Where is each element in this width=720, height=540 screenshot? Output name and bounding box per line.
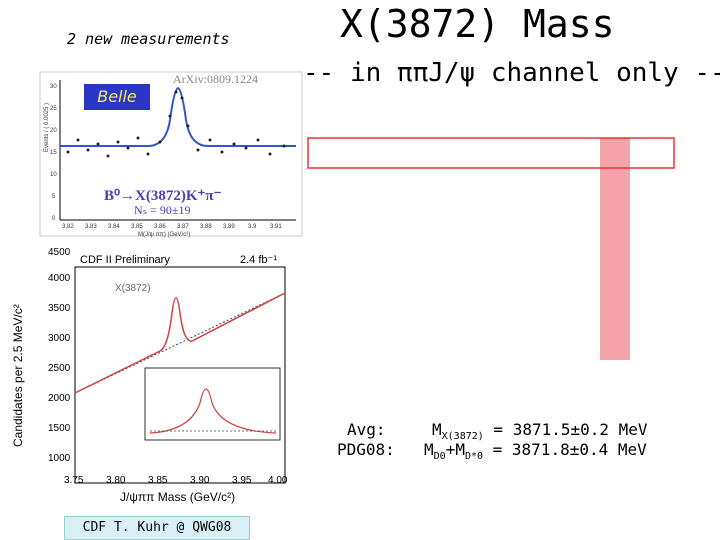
belle-ytick: 30	[50, 84, 57, 90]
cdf-ytick: 3500	[48, 303, 71, 314]
belle-ytick: 5	[52, 194, 56, 200]
cdf-xtick: 3.75	[64, 475, 84, 486]
pdg-label: PDG08:	[337, 440, 395, 459]
cdf-lumi: 2.4 fb⁻¹	[240, 254, 277, 266]
md-sub-1: D0	[433, 451, 446, 463]
cdf-ytick: 2500	[48, 363, 71, 374]
cdf-ytick: 1000	[48, 453, 71, 464]
belle-ytick: 20	[50, 128, 57, 134]
cdf-preliminary: CDF II Preliminary	[80, 254, 170, 266]
belle-decay-label: B⁰→X(3872)K⁺π⁻	[104, 188, 222, 204]
belle-ytick: 10	[50, 172, 57, 178]
mx-sub: X(3872)	[441, 431, 484, 443]
belle-ylabel: Events / ( 0.0025 )	[44, 103, 50, 152]
belle-ytick: 15	[50, 150, 57, 156]
cdf-ylabel: Candidates per 2.5 MeV/c²	[11, 304, 25, 447]
md-number: = 3871.8±0.4 MeV	[483, 440, 647, 459]
cdf-ytick: 4500	[48, 247, 71, 258]
cdf-xtick: 4.00	[268, 475, 288, 486]
cdf-ytick: 2000	[48, 393, 71, 404]
cdf-ytick: 3000	[48, 333, 71, 344]
belle-xtick: 3.88	[200, 224, 212, 230]
avg-band-frame	[307, 137, 675, 169]
belle-xtick: 3.86	[154, 224, 166, 230]
pdg-band	[600, 138, 630, 360]
mx-symbol: M	[432, 420, 442, 439]
avg-label: Avg:	[347, 420, 386, 439]
md-sub-2: D*0	[464, 451, 484, 463]
mx-value: MX(3872) = 3871.5±0.2 MeV	[432, 420, 648, 442]
belle-xtick: 3.91	[270, 224, 282, 230]
belle-plot: ArXiv:0809.1224 Events / ( 0.0025 ) 0 5 …	[39, 71, 303, 238]
belle-xtick: 3.9	[248, 224, 257, 230]
belle-ytick: 25	[50, 106, 57, 112]
belle-xtick: 3.83	[85, 224, 97, 230]
cdf-xtick: 3.80	[106, 475, 126, 486]
cdf-xtick: 3.85	[148, 475, 168, 486]
belle-ytick: 0	[52, 216, 56, 222]
cdf-xtick: 3.90	[190, 475, 210, 486]
channel-line: -- in ππJ/ψ channel only --	[303, 58, 720, 88]
md-value: MD0+MD*0 = 3871.8±0.4 MeV	[424, 440, 647, 462]
slide-subtitle: 2 new measurements	[67, 30, 230, 48]
cdf-xtick: 3.95	[232, 475, 252, 486]
belle-xtick: 3.85	[131, 224, 143, 230]
cdf-ytick: 4000	[48, 273, 71, 284]
cdf-xlabel: J/ψππ Mass (GeV/c²)	[120, 490, 235, 504]
credit-box: CDF T. Kuhr @ QWG08	[64, 516, 250, 540]
belle-xtick: 3.84	[108, 224, 120, 230]
belle-badge: Belle	[84, 84, 150, 110]
belle-xlabel: M(J/ψ ππ) (GeV/c²)	[138, 232, 190, 238]
belle-xtick: 3.82	[62, 224, 74, 230]
cdf-ytick: 1500	[48, 423, 71, 434]
mass-comparison-bars	[307, 137, 675, 360]
belle-ns-label: Nₛ = 90±19	[134, 203, 191, 217]
mx-number: = 3871.5±0.2 MeV	[483, 420, 648, 439]
slide-title: X(3872) Mass	[340, 2, 615, 46]
cdf-peak-label: X(3872)	[115, 283, 151, 294]
md-symbol-1: M	[424, 440, 434, 459]
arxiv-label: ArXiv:0809.1224	[173, 72, 258, 86]
md-plus: +M	[445, 440, 465, 459]
belle-xtick: 3.87	[177, 224, 189, 230]
cdf-plot: CDF II Preliminary 2.4 fb⁻¹ Candidates p…	[0, 243, 300, 511]
belle-xtick: 3.89	[223, 224, 235, 230]
